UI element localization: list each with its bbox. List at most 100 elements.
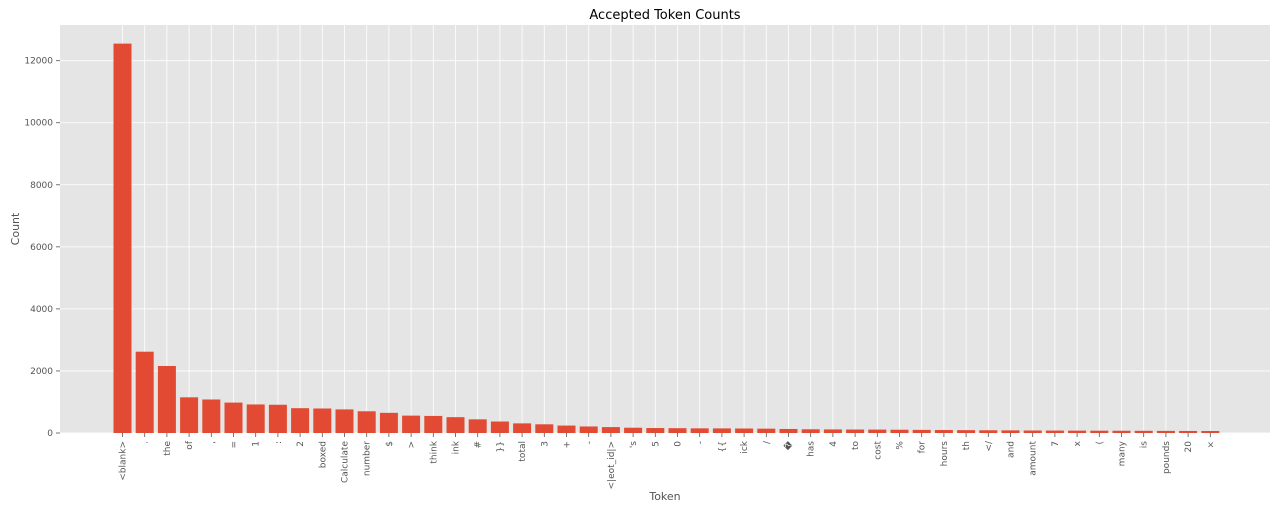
bar <box>1112 430 1131 433</box>
x-tick-label: 3 <box>540 441 550 447</box>
bar <box>424 415 443 433</box>
x-tick-label: </ <box>984 440 994 452</box>
x-tick-label: $ <box>385 441 395 447</box>
x-tick-label: ( <box>1095 441 1105 445</box>
y-tick-label: 10000 <box>24 119 53 129</box>
x-tick-label: ick <box>740 440 750 453</box>
x-tick-label: . <box>141 441 151 444</box>
x-tick-label: > <box>407 441 417 449</box>
bar <box>468 419 487 433</box>
plot-area <box>60 25 1270 433</box>
bar <box>1023 430 1042 433</box>
bar <box>357 411 376 433</box>
bar <box>1068 430 1087 433</box>
bar <box>846 429 865 433</box>
x-tick-label: ink <box>452 440 462 454</box>
bar <box>335 409 354 433</box>
bar <box>313 408 332 433</box>
x-tick-label: / <box>762 440 772 444</box>
bar <box>979 430 998 433</box>
chart-title: Accepted Token Counts <box>589 8 740 23</box>
bar <box>934 430 953 433</box>
x-axis-ticks: <blank>. the of, = 1: 2 boxed Calculate number $ >… <box>119 433 1216 489</box>
x-tick-label: the <box>163 441 173 456</box>
x-tick-label: × <box>1206 441 1216 449</box>
bar <box>690 428 709 433</box>
x-tick-label: 2 <box>296 441 306 447</box>
bar <box>135 351 154 433</box>
x-tick-label: of <box>185 440 195 450</box>
x-tick-label: think <box>429 440 439 463</box>
bar <box>912 429 931 433</box>
bar <box>779 428 798 433</box>
y-tick-label: 6000 <box>30 243 53 253</box>
x-tick-label: pounds <box>1162 441 1172 474</box>
bar <box>735 428 754 433</box>
x-tick-label: 5 <box>651 441 661 447</box>
x-tick-label: 20 <box>1184 441 1194 453</box>
y-tick-label: 2000 <box>30 367 53 377</box>
x-tick-label: x <box>1073 440 1083 446</box>
bar <box>513 423 532 433</box>
x-tick-label: boxed <box>318 441 328 468</box>
x-tick-label: and <box>1007 441 1017 458</box>
bar <box>1134 430 1153 433</box>
x-tick-label: 1 <box>252 441 262 447</box>
x-tick-label: for <box>918 441 928 454</box>
grid-lines <box>60 25 1270 434</box>
bar <box>646 428 665 433</box>
y-tick-label: 0 <box>47 429 53 439</box>
x-tick-label: 's <box>629 441 639 448</box>
x-tick-label: amount <box>1029 441 1039 476</box>
bar <box>246 404 265 433</box>
bar <box>180 397 199 433</box>
bar <box>1201 431 1220 433</box>
bar <box>601 427 620 433</box>
x-tick-label: many <box>1118 440 1128 466</box>
bar <box>113 43 132 434</box>
bar <box>668 428 687 433</box>
bar <box>890 429 909 433</box>
x-tick-label: - <box>696 441 706 444</box>
x-tick-label: total <box>518 441 528 462</box>
x-tick-label: 4 <box>829 441 839 447</box>
x-tick-label: = <box>230 441 240 449</box>
x-tick-label: }} <box>496 441 506 452</box>
x-tick-label: <blank> <box>119 441 129 481</box>
bar <box>1090 430 1109 433</box>
bar <box>957 430 976 433</box>
y-axis-label: Count <box>9 212 22 245</box>
x-tick-label: 0 <box>674 441 684 447</box>
x-tick-label: <|eot_id|> <box>607 441 617 489</box>
bar <box>624 427 643 433</box>
bar <box>579 426 598 433</box>
bar <box>1156 430 1175 433</box>
bar <box>490 421 509 433</box>
x-tick-label: % <box>896 441 906 450</box>
y-tick-label: 8000 <box>30 181 53 191</box>
x-tick-label: number <box>363 441 373 476</box>
bar <box>557 425 576 433</box>
x-tick-label: , <box>207 441 217 444</box>
x-tick-label: has <box>807 441 817 457</box>
bar <box>402 415 421 433</box>
bar <box>446 417 465 433</box>
bar <box>801 429 820 433</box>
bar <box>1001 430 1020 433</box>
bar <box>868 429 887 433</box>
x-tick-label: - <box>585 441 595 444</box>
bar <box>712 428 731 433</box>
x-tick-label: is <box>1140 441 1150 449</box>
bar <box>157 365 176 433</box>
x-tick-label: � <box>783 440 795 450</box>
bars <box>113 43 1220 434</box>
x-axis-label: Token <box>648 490 680 503</box>
bar <box>757 428 776 433</box>
x-tick-label: : <box>274 441 284 444</box>
bar <box>1045 430 1064 433</box>
x-tick-label: to <box>851 441 861 451</box>
x-tick-label: hours <box>940 441 950 467</box>
bar <box>535 424 554 433</box>
x-tick-label: # <box>474 441 484 449</box>
x-tick-label: th <box>962 441 972 450</box>
